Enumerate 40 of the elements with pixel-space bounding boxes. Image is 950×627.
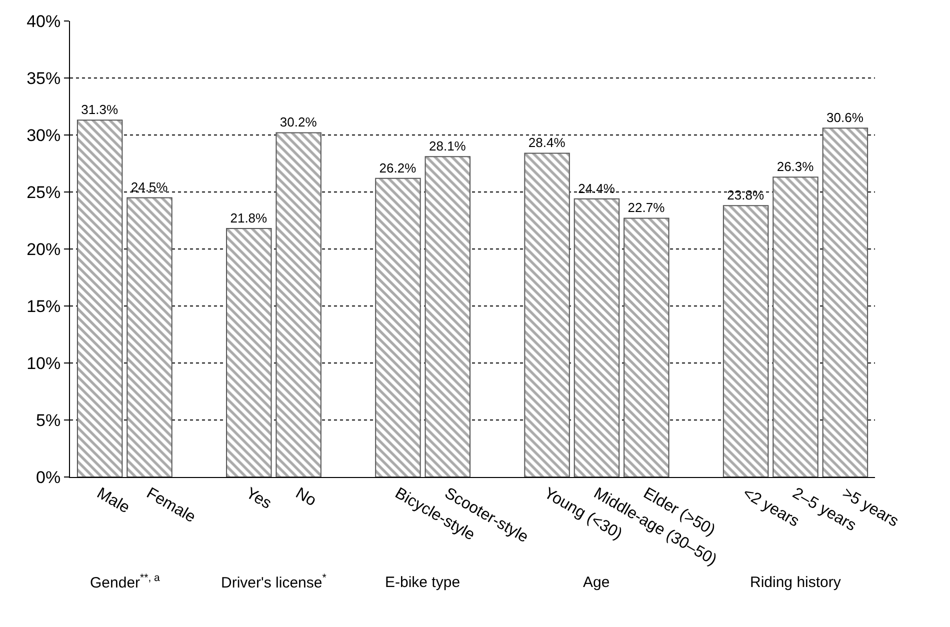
text: Riding history <box>750 574 842 591</box>
y-tick-label: 5% <box>36 410 61 430</box>
text: Gender$^{**, a}$ <box>90 572 160 592</box>
data-label: 26.3% <box>776 159 814 174</box>
y-tick-label: 40% <box>26 12 61 31</box>
bar <box>226 228 272 477</box>
y-tick-label: 35% <box>26 68 61 88</box>
data-label: 28.4% <box>528 135 566 150</box>
y-tick-label: 30% <box>26 126 61 145</box>
text: Driver's license$^{*}$ <box>221 572 326 592</box>
x-tick-label: No <box>292 484 319 510</box>
bar <box>574 198 620 477</box>
bar <box>722 205 769 477</box>
data-label: 30.2% <box>280 114 318 130</box>
x-tick-label: Male <box>94 484 132 517</box>
y-tick-label: 0% <box>36 468 61 487</box>
y-tick-label: 25% <box>26 182 61 202</box>
bar <box>772 176 818 477</box>
text: Age <box>583 574 610 591</box>
data-label: 30.6% <box>826 110 864 126</box>
data-label: 22.7% <box>628 200 666 216</box>
bar <box>424 156 471 477</box>
bar <box>276 132 322 477</box>
y-tick-label: 10% <box>26 354 61 373</box>
data-label: 21.8% <box>230 210 268 226</box>
data-label: 23.8% <box>727 188 764 203</box>
y-tick-label: 15% <box>26 296 61 316</box>
data-label: 26.2% <box>379 160 417 176</box>
data-label: 28.1% <box>429 138 466 154</box>
bar <box>624 218 670 477</box>
data-label: 24.5% <box>130 180 168 195</box>
bar <box>126 197 172 477</box>
data-label: 31.3% <box>81 102 118 118</box>
bar <box>822 128 868 477</box>
bar <box>76 120 123 477</box>
y-tick-label: 20% <box>26 240 61 259</box>
x-tick-label: Yes <box>242 484 274 513</box>
bar <box>375 178 421 477</box>
bar <box>524 152 570 477</box>
text: E-bike type <box>385 574 460 591</box>
